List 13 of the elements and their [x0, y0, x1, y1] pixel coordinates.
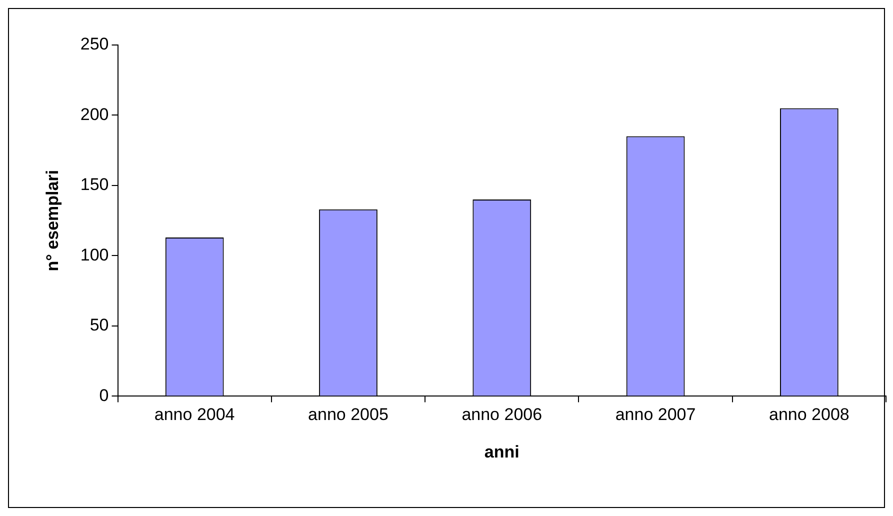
x-axis-title: anni — [484, 442, 520, 462]
y-tick-label: 50 — [90, 316, 109, 335]
y-tick-label: 250 — [80, 34, 109, 54]
x-tick-label: anno 2004 — [154, 405, 235, 424]
y-axis-title: n° esemplari — [42, 170, 62, 272]
y-tick-label: 200 — [80, 104, 109, 124]
y-tick-label: 0 — [99, 386, 109, 405]
x-tick-label: anno 2008 — [768, 405, 850, 424]
x-tick-label: anno 2005 — [308, 405, 388, 424]
y-tick-label: 100 — [80, 245, 109, 264]
x-tick-label: anno 2007 — [615, 405, 696, 424]
y-tick-label: 150 — [80, 175, 109, 194]
x-tick-label: anno 2006 — [462, 405, 542, 424]
